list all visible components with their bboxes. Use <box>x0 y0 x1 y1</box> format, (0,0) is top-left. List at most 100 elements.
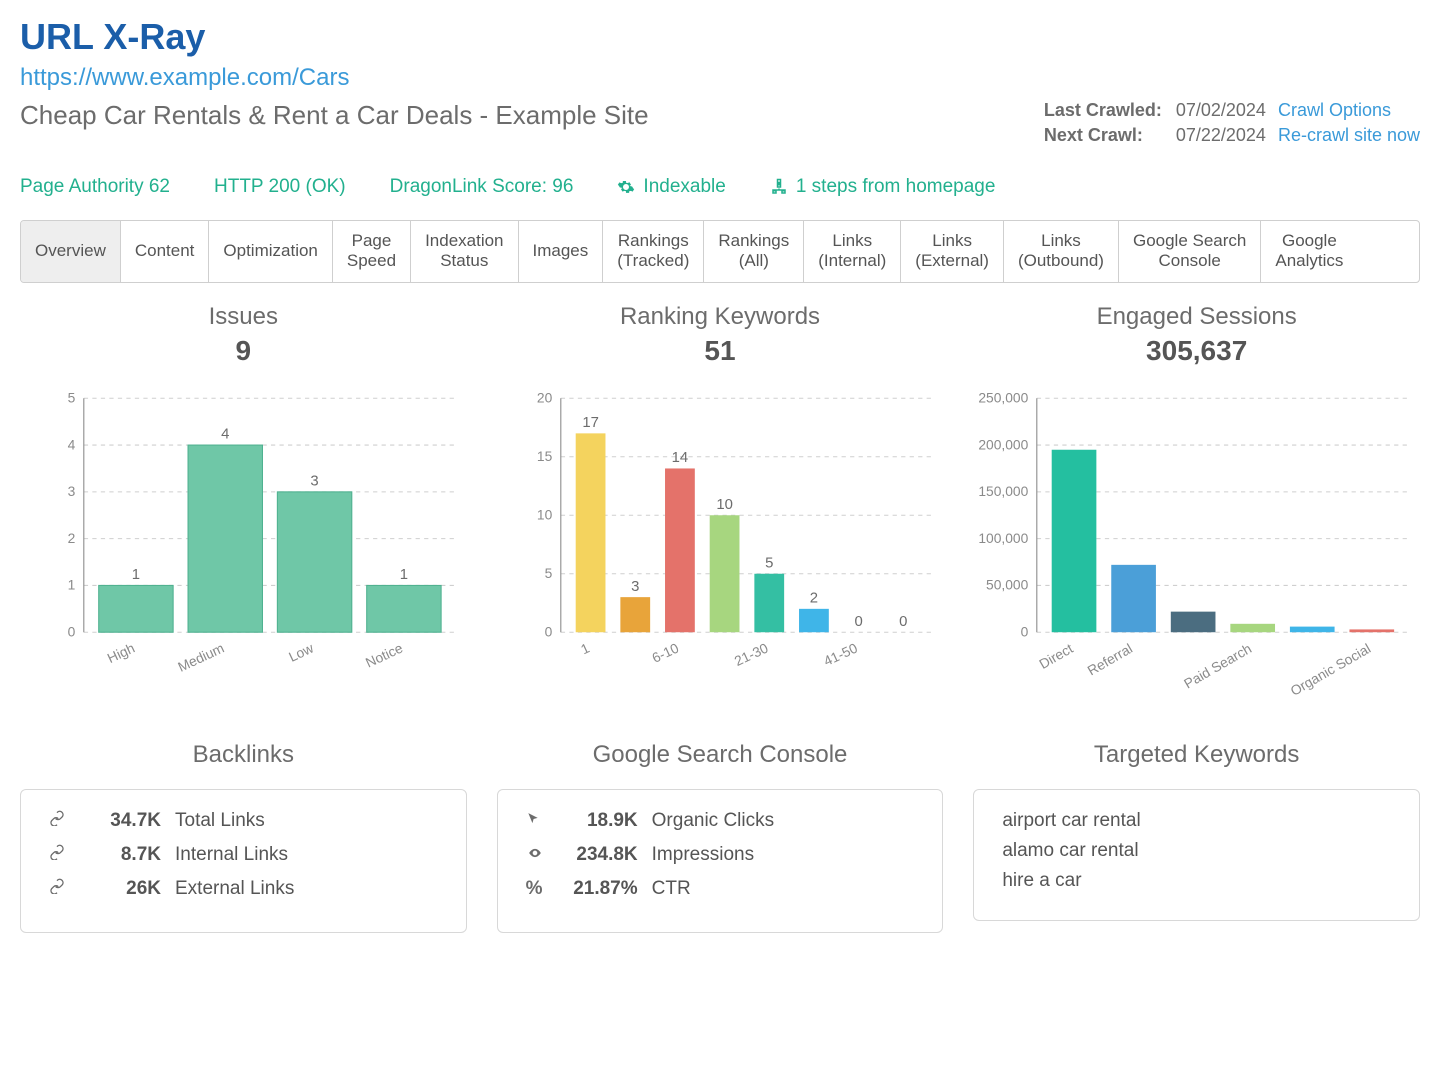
svg-text:4: 4 <box>221 426 229 442</box>
status-authority[interactable]: Page Authority 62 <box>20 176 170 198</box>
svg-text:5: 5 <box>765 555 773 571</box>
svg-text:1: 1 <box>578 639 592 657</box>
backlinks-card: 34.7K Total Links 8.7K Internal Links 26K Ext… <box>20 789 467 933</box>
crawl-options-link[interactable]: Crawl Options <box>1278 100 1391 121</box>
issues-title: Issues <box>20 303 467 331</box>
tab-rankings-all-[interactable]: Rankings(All) <box>704 221 804 282</box>
rankings-panel: Ranking Keywords 51 051015201713146-1010… <box>497 303 944 701</box>
svg-text:5: 5 <box>68 389 76 405</box>
sessions-panel: Engaged Sessions 305,637 050,000100,0001… <box>973 303 1420 701</box>
stat-label: Total Links <box>175 810 265 832</box>
tab-overview[interactable]: Overview <box>21 221 121 282</box>
percent-icon: % <box>526 878 544 900</box>
rankings-chart: 051015201713146-1010521-302041-500 <box>497 377 944 701</box>
link-icon <box>49 878 67 900</box>
svg-text:1: 1 <box>68 576 76 592</box>
stat-value: 34.7K <box>81 810 161 832</box>
gsc-panel: Google Search Console 18.9KOrganic Click… <box>497 741 944 933</box>
issues-panel: Issues 9 0123451High4Medium3Low1Notice <box>20 303 467 701</box>
crawl-info: Last Crawled: 07/02/2024 Crawl Options N… <box>1044 100 1420 150</box>
svg-text:1: 1 <box>132 567 140 583</box>
status-row: Page Authority 62 HTTP 200 (OK) DragonLi… <box>20 176 1420 198</box>
tab-page-speed[interactable]: PageSpeed <box>333 221 411 282</box>
svg-text:5: 5 <box>544 565 552 581</box>
link-icon <box>49 844 67 866</box>
keyword-item[interactable]: hire a car <box>1002 870 1391 892</box>
keyword-item[interactable]: alamo car rental <box>1002 840 1391 862</box>
svg-text:0: 0 <box>899 614 907 630</box>
svg-text:2: 2 <box>809 590 817 606</box>
tab-links-external-[interactable]: Links(External) <box>901 221 1004 282</box>
tab-links-internal-[interactable]: Links(Internal) <box>804 221 901 282</box>
tab-links-outbound-[interactable]: Links(Outbound) <box>1004 221 1119 282</box>
link-icon <box>49 810 67 832</box>
svg-text:250,000: 250,000 <box>979 389 1029 405</box>
tab-content[interactable]: Content <box>121 221 210 282</box>
svg-text:15: 15 <box>537 448 553 464</box>
svg-text:10: 10 <box>537 506 553 522</box>
cursor-icon <box>526 810 544 832</box>
stat-label: External Links <box>175 878 294 900</box>
sessions-chart: 050,000100,000150,000200,000250,000Direc… <box>973 377 1420 701</box>
status-http[interactable]: HTTP 200 (OK) <box>214 176 346 198</box>
keyword-item[interactable]: airport car rental <box>1002 810 1391 832</box>
rankings-total: 51 <box>497 335 944 367</box>
svg-text:14: 14 <box>671 450 688 466</box>
rankings-title: Ranking Keywords <box>497 303 944 331</box>
sessions-total: 305,637 <box>973 335 1420 367</box>
sitemap-icon <box>770 178 788 196</box>
status-score[interactable]: DragonLink Score: 96 <box>390 176 574 198</box>
svg-text:10: 10 <box>716 497 733 513</box>
status-indexable[interactable]: Indexable <box>617 176 725 198</box>
targeted-panel: Targeted Keywords airport car rental alam… <box>973 741 1420 933</box>
tab-optimization[interactable]: Optimization <box>209 221 332 282</box>
stat-value: 18.9K <box>558 810 638 832</box>
svg-text:50,000: 50,000 <box>986 576 1029 592</box>
next-crawl-value: 07/22/2024 <box>1176 125 1266 146</box>
svg-text:2: 2 <box>68 530 76 546</box>
status-steps[interactable]: 1 steps from homepage <box>770 176 996 198</box>
stat-row: 234.8KImpressions <box>526 844 915 866</box>
svg-text:0: 0 <box>1021 623 1029 639</box>
eye-icon <box>526 844 544 866</box>
stat-label: Organic Clicks <box>652 810 774 832</box>
svg-text:6-10: 6-10 <box>649 639 681 665</box>
stat-label: Internal Links <box>175 844 288 866</box>
svg-text:200,000: 200,000 <box>979 436 1029 452</box>
last-crawled-value: 07/02/2024 <box>1176 100 1266 121</box>
tab-rankings-tracked-[interactable]: Rankings(Tracked) <box>603 221 704 282</box>
issues-chart: 0123451High4Medium3Low1Notice <box>20 377 467 701</box>
svg-text:Referral: Referral <box>1085 640 1136 678</box>
stat-value: 26K <box>81 878 161 900</box>
svg-text:Low: Low <box>286 639 317 665</box>
tab-google-analytics[interactable]: GoogleAnalytics <box>1261 221 1357 282</box>
svg-text:41-50: 41-50 <box>821 639 860 669</box>
gsc-card: 18.9KOrganic Clicks234.8KImpressions%21.… <box>497 789 944 933</box>
targeted-title: Targeted Keywords <box>973 741 1420 769</box>
svg-text:17: 17 <box>582 415 599 431</box>
backlinks-title: Backlinks <box>20 741 467 769</box>
sessions-title: Engaged Sessions <box>973 303 1420 331</box>
svg-text:0: 0 <box>68 623 76 639</box>
svg-text:Notice: Notice <box>363 639 406 670</box>
svg-text:Medium: Medium <box>175 639 226 674</box>
tab-indexation-status[interactable]: IndexationStatus <box>411 221 518 282</box>
url-line: https://www.example.com/Cars <box>20 64 1420 92</box>
stat-value: 8.7K <box>81 844 161 866</box>
next-crawl-label: Next Crawl: <box>1044 125 1164 146</box>
stat-row: 18.9K Organic Clicks <box>526 810 915 832</box>
svg-text:150,000: 150,000 <box>979 483 1029 499</box>
recrawl-link[interactable]: Re-crawl site now <box>1278 125 1420 146</box>
svg-text:Paid Search: Paid Search <box>1181 640 1254 691</box>
svg-text:Organic Social: Organic Social <box>1288 640 1374 696</box>
stat-row: %21.87%CTR <box>526 878 915 900</box>
page-url-link[interactable]: https://www.example.com/Cars <box>20 64 349 91</box>
svg-text:3: 3 <box>310 473 318 489</box>
tab-google-search-console[interactable]: Google SearchConsole <box>1119 221 1261 282</box>
tab-images[interactable]: Images <box>519 221 604 282</box>
stat-label: CTR <box>652 878 691 900</box>
svg-text:0: 0 <box>854 614 862 630</box>
svg-text:Direct: Direct <box>1037 640 1076 672</box>
targeted-card: airport car rental alamo car rental hire a… <box>973 789 1420 921</box>
tab-bar: OverviewContentOptimizationPageSpeedInde… <box>20 220 1420 283</box>
